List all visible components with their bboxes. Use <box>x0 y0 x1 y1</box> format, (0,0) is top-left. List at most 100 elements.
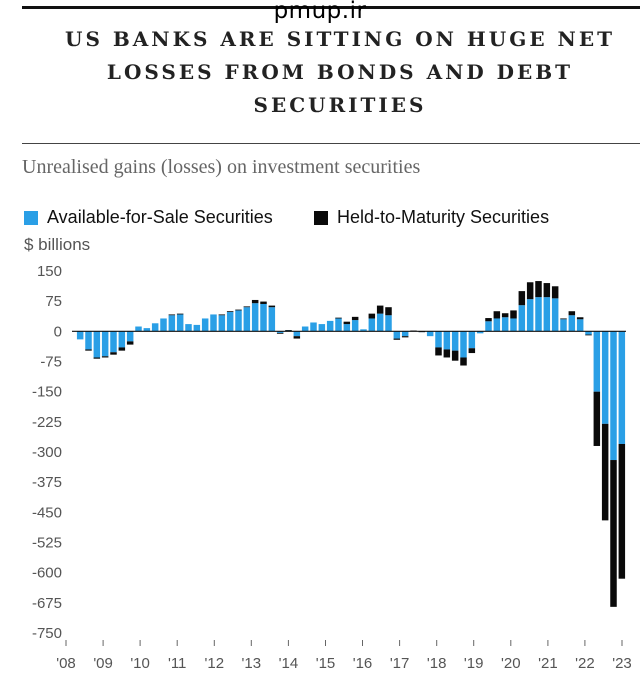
x-tick-label: '22 <box>575 655 595 672</box>
legend-swatch-afs <box>24 210 38 225</box>
bar-htm <box>551 286 559 299</box>
bar-afs <box>318 324 326 332</box>
bar-afs <box>376 313 384 332</box>
bar-htm <box>93 357 101 359</box>
bar-afs <box>251 303 259 332</box>
legend: Available-for-Sale Securities Held-to-Ma… <box>24 207 624 229</box>
chart-title-line: LOSSES FROM BONDS AND DEBT <box>106 60 574 84</box>
bar-htm <box>526 282 534 300</box>
bar-afs <box>143 328 151 332</box>
bar-afs <box>493 318 501 332</box>
y-tick-label: -450 <box>32 504 62 521</box>
y-tick-label: -525 <box>32 535 62 552</box>
bar-afs <box>401 331 409 337</box>
bar-afs <box>243 307 251 332</box>
x-axis-ticks: '08 '09 '10 '11 '12 '13 '14 '15 '16 '17 '18 '19 '20 '… <box>56 640 632 672</box>
bar-htm <box>468 348 476 354</box>
chart-title-line: SECURITIES <box>253 93 427 117</box>
chart-title-line: US BANKS ARE SITTING ON HUGE NET <box>65 27 615 51</box>
divider <box>22 143 640 144</box>
bar-htm <box>610 460 617 607</box>
bar-afs <box>435 331 442 348</box>
bar-htm <box>168 314 176 316</box>
bar-afs <box>101 331 109 357</box>
bar-htm <box>593 391 601 446</box>
bar-afs <box>601 331 609 424</box>
bar-afs <box>551 298 559 332</box>
bar-afs <box>110 331 117 353</box>
x-tick-label: '14 <box>279 655 299 672</box>
bar-afs <box>151 323 159 332</box>
y-axis-ticks: 150 75 0 -75 -150 -225 -300 -375 -450 -525 -600 -67… <box>32 263 62 642</box>
bar-htm <box>343 321 351 325</box>
bar-afs <box>85 331 92 350</box>
x-tick-label: '12 <box>205 655 225 672</box>
y-tick-label: 150 <box>37 263 62 280</box>
bar-htm <box>126 341 134 345</box>
bar-afs <box>501 317 509 332</box>
bar-afs <box>443 331 451 350</box>
bar-htm <box>501 313 509 318</box>
x-tick-label: '10 <box>130 655 150 672</box>
bar-afs <box>393 331 401 339</box>
bar-afs <box>385 315 392 332</box>
bar-htm <box>376 305 384 314</box>
x-tick-label: '09 <box>93 655 113 672</box>
bar-afs <box>543 297 551 332</box>
y-tick-label: 75 <box>45 293 62 310</box>
bar-htm <box>493 311 501 319</box>
x-tick-label: '18 <box>427 655 447 672</box>
bar-afs <box>568 315 576 332</box>
bar-afs <box>210 314 217 332</box>
bar-afs <box>585 331 592 335</box>
legend-swatch-htm <box>314 210 328 225</box>
y-tick-label: -300 <box>32 444 62 461</box>
bar-htm <box>393 338 401 340</box>
bar-htm <box>451 350 459 361</box>
bar-htm <box>118 347 126 351</box>
bar-afs <box>160 318 167 332</box>
bar-afs <box>360 329 367 332</box>
y-tick-label: 0 <box>54 323 62 340</box>
bar-htm <box>110 352 117 355</box>
bar-htm <box>543 283 551 298</box>
bar-htm <box>568 311 576 316</box>
bar-htm <box>601 423 609 521</box>
bar-htm <box>335 317 342 319</box>
bar-afs <box>310 322 317 332</box>
bar-afs <box>485 321 492 332</box>
x-tick-label: '13 <box>242 655 262 672</box>
x-tick-label: '20 <box>501 655 521 672</box>
bar-afs <box>451 331 459 351</box>
legend-label-afs: Available-for-Sale Securities <box>47 207 273 227</box>
y-tick-label: -225 <box>32 414 62 431</box>
bar-afs <box>301 326 309 332</box>
chart-title: US BANKS ARE SITTING ON HUGE NET LOSSES … <box>40 23 640 122</box>
bar-afs <box>260 303 267 332</box>
bar-afs <box>576 319 584 332</box>
bar-afs <box>276 331 284 333</box>
bar-htm <box>101 356 109 358</box>
bar-htm <box>293 336 301 339</box>
bar-htm <box>485 318 492 322</box>
bar-htm <box>576 317 584 320</box>
bar-htm <box>385 307 392 316</box>
x-tick-label: '19 <box>464 655 484 672</box>
bar-htm <box>176 313 184 315</box>
bar-afs <box>468 331 476 349</box>
bar-htm <box>560 318 567 320</box>
bar-afs <box>610 331 617 461</box>
x-tick-label: '21 <box>538 655 558 672</box>
bar-afs <box>426 331 434 337</box>
legend-item-afs: Available-for-Sale Securities <box>24 207 273 228</box>
bar-htm <box>535 281 542 298</box>
x-tick-label: '16 <box>353 655 373 672</box>
bar-htm <box>351 316 359 321</box>
bar-afs <box>193 324 201 332</box>
bars <box>76 281 626 607</box>
bar-afs <box>526 299 534 332</box>
bar-htm <box>368 313 376 319</box>
bar-htm <box>285 330 292 331</box>
x-tick-label: '17 <box>390 655 410 672</box>
